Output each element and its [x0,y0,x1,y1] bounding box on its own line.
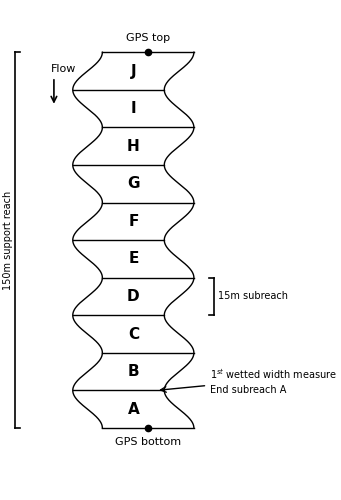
Text: J: J [131,64,136,78]
Text: I: I [131,101,136,116]
Text: F: F [128,214,138,229]
Text: C: C [128,326,139,342]
Text: B: B [128,364,139,379]
Text: GPS top: GPS top [126,34,170,43]
Text: H: H [127,138,140,154]
Text: G: G [127,176,139,191]
Text: GPS bottom: GPS bottom [115,437,181,447]
Text: 150m support reach: 150m support reach [3,190,13,290]
Text: 1$^{st}$ wetted width measure: 1$^{st}$ wetted width measure [210,366,337,380]
Text: End subreach A: End subreach A [210,386,286,396]
Text: E: E [128,252,138,266]
Text: A: A [128,402,139,416]
Text: Flow: Flow [51,64,77,74]
Text: D: D [127,289,139,304]
Text: 15m subreach: 15m subreach [218,292,288,302]
